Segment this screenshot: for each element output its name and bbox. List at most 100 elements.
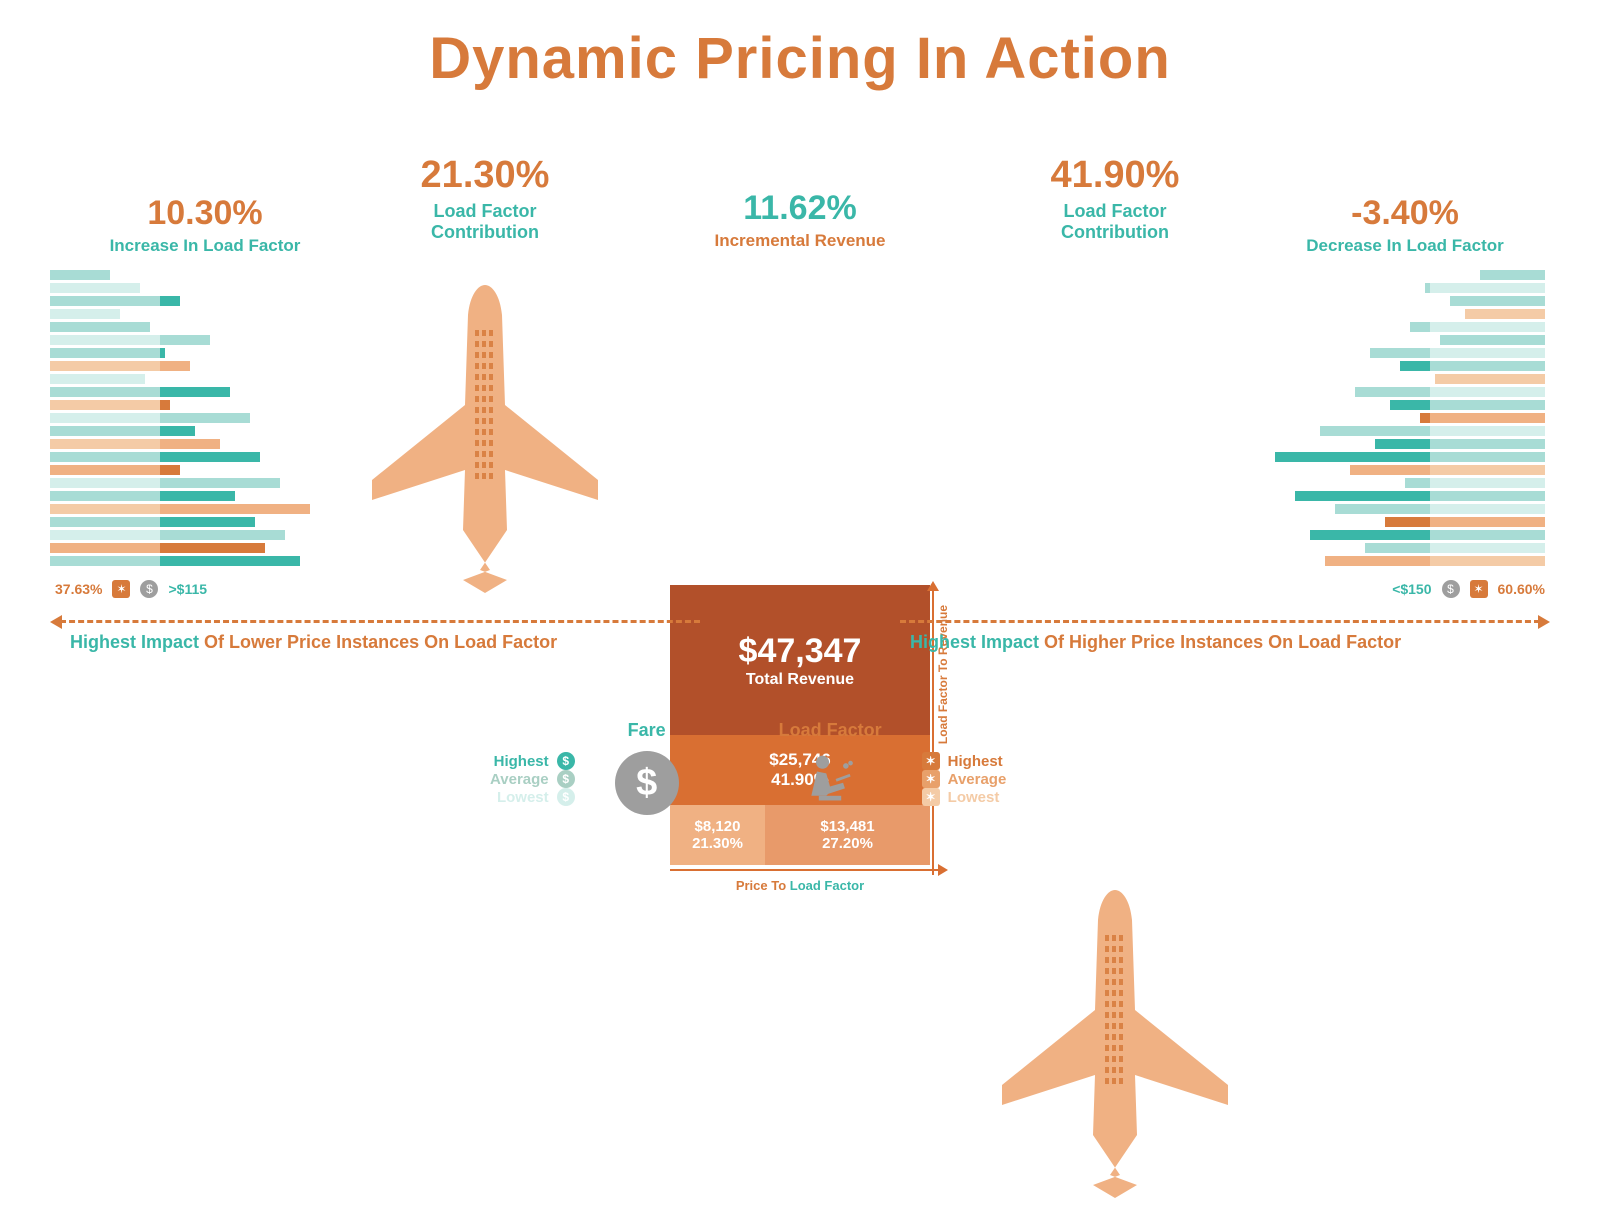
bar-row	[1255, 400, 1545, 410]
left-stat-panel: 10.30% Increase In Load Factor	[60, 195, 350, 257]
legend-item: ✶Lowest	[922, 788, 1007, 806]
bar-row	[50, 335, 310, 345]
center-label: Incremental Revenue	[670, 231, 930, 251]
bar-row	[50, 452, 310, 462]
seat-icon	[802, 751, 858, 807]
airplane-right	[990, 880, 1600, 1205]
bar-row	[50, 387, 310, 397]
legend-item: Average$	[490, 770, 575, 788]
legend-load-title: Load Factor	[779, 720, 882, 741]
bar-row	[1255, 387, 1545, 397]
bar-row	[50, 400, 310, 410]
arrow-right-icon	[1538, 615, 1550, 629]
bar-row	[50, 504, 310, 514]
x-label-a: Price To	[736, 878, 790, 893]
left-caption: Highest Impact Of Lower Price Instances …	[70, 632, 557, 653]
right-plane-label: Load Factor Contribution	[985, 201, 1245, 244]
bar-row	[1255, 452, 1545, 462]
dollar-icon-small: $	[140, 580, 158, 598]
legend: Highest$Average$Lowest$ Fare $ Load Fact…	[490, 720, 1006, 815]
bar-row	[1255, 335, 1545, 345]
legend-load-icon-col: Load Factor	[779, 720, 882, 807]
bar-row	[1255, 283, 1545, 293]
dollar-icon-small: $	[1442, 580, 1460, 598]
x-axis-label: Price To Load Factor	[670, 878, 930, 893]
left-footer-pct: 37.63%	[55, 581, 102, 597]
x-axis-line	[670, 869, 940, 871]
bar-row	[1255, 322, 1545, 332]
bar-row	[50, 348, 310, 358]
bar-row	[50, 439, 310, 449]
legend-fare-labels: Highest$Average$Lowest$	[490, 720, 575, 806]
left-stat-value: 10.30%	[60, 195, 350, 232]
right-stat-value: -3.40%	[1260, 195, 1550, 232]
bar-row	[50, 426, 310, 436]
bar-row	[1255, 530, 1545, 540]
bl-pct: 21.30%	[692, 835, 743, 852]
legend-item: ✶Average	[922, 770, 1007, 788]
bar-row	[50, 556, 310, 566]
breakdown-total: $47,347 Total Revenue	[670, 585, 930, 735]
bar-row	[1255, 426, 1545, 436]
total-revenue-value: $47,347	[739, 632, 862, 671]
bar-row	[50, 296, 310, 306]
left-plane-stat: 21.30% Load Factor Contribution	[355, 155, 615, 244]
right-footer-pct: 60.60%	[1498, 581, 1545, 597]
legend-item: Highest$	[490, 752, 575, 770]
right-plane-value: 41.90%	[985, 155, 1245, 197]
airplane-icon	[360, 275, 610, 595]
bar-row	[1255, 556, 1545, 566]
right-caption-rest: Of Higher Price Instances On Load Factor	[1044, 632, 1401, 652]
bar-row	[50, 283, 310, 293]
center-stat: 11.62% Incremental Revenue	[670, 190, 930, 252]
dollar-icon: $	[615, 751, 679, 815]
seat-icon-small: ✶	[112, 580, 130, 598]
bar-row	[50, 270, 310, 280]
legend-item: ✶Highest	[922, 752, 1007, 770]
bar-row	[1255, 439, 1545, 449]
bar-row	[50, 478, 310, 488]
right-caption: Highest Impact Of Higher Price Instances…	[910, 632, 1401, 653]
x-axis-arrow-icon	[938, 864, 948, 876]
x-label-b: Load Factor	[790, 878, 864, 893]
legend-fare-icon-col: Fare $	[615, 720, 679, 815]
bar-row	[50, 413, 310, 423]
arrow-left-icon	[50, 615, 62, 629]
left-dashed-arrow	[60, 620, 700, 623]
legend-load-labels: ✶Highest✶Average✶Lowest	[922, 720, 1007, 806]
bar-row	[50, 491, 310, 501]
bar-row	[50, 309, 310, 319]
bar-row	[1255, 309, 1545, 319]
left-plane-label: Load Factor Contribution	[355, 201, 615, 244]
bar-row	[50, 517, 310, 527]
left-plane-value: 21.30%	[355, 155, 615, 197]
left-footer-price: >$115	[168, 581, 207, 597]
bar-row	[50, 465, 310, 475]
bar-row	[50, 543, 310, 553]
bar-row	[1255, 270, 1545, 280]
bar-row	[50, 361, 310, 371]
right-caption-prefix: Highest Impact	[910, 632, 1044, 652]
right-footer-price: <$150	[1392, 581, 1431, 597]
bar-row	[1255, 504, 1545, 514]
bar-row	[1255, 296, 1545, 306]
bar-row	[1255, 413, 1545, 423]
left-bar-chart	[50, 270, 310, 566]
left-caption-prefix: Highest Impact	[70, 632, 204, 652]
airplane-icon	[990, 880, 1240, 1200]
center-value: 11.62%	[670, 190, 930, 227]
br-value: $13,481	[820, 818, 874, 835]
total-revenue-label: Total Revenue	[746, 671, 854, 689]
seat-icon-small: ✶	[1470, 580, 1488, 598]
right-footer-badges: <$150 $ ✶ 60.60%	[1392, 580, 1545, 598]
bar-row	[1255, 361, 1545, 371]
right-stat-panel: -3.40% Decrease In Load Factor	[1260, 195, 1550, 257]
bar-row	[1255, 348, 1545, 358]
legend-item: Lowest$	[490, 788, 575, 806]
bar-row	[1255, 465, 1545, 475]
bar-row	[50, 374, 310, 384]
bar-row	[50, 322, 310, 332]
bar-row	[1255, 543, 1545, 553]
bar-row	[50, 530, 310, 540]
right-stat-label: Decrease In Load Factor	[1260, 236, 1550, 256]
